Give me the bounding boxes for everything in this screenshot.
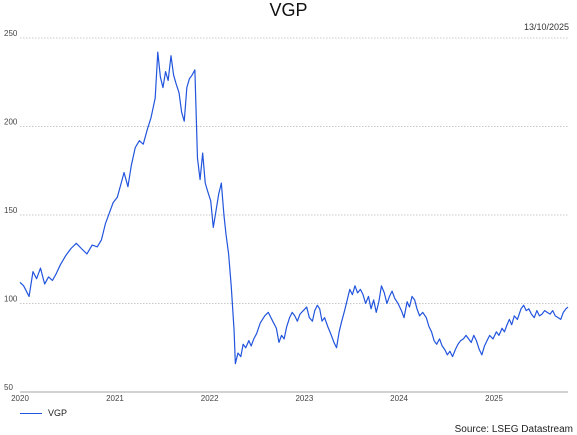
series-layer: [19, 51, 569, 365]
y-tick-label: 50: [4, 383, 13, 392]
x-tick-label: 2022: [201, 394, 219, 403]
source-label: Source: LSEG Datastream: [454, 424, 573, 435]
series-line-0: [19, 51, 569, 365]
legend-swatch: [20, 412, 42, 414]
y-tick-label: 250: [4, 29, 18, 38]
y-tick-label: 100: [4, 295, 18, 304]
date-label: 13/10/2025: [523, 22, 569, 32]
x-tick-label: 2020: [11, 394, 29, 403]
legend: VGP: [20, 408, 67, 418]
y-tick-label: 150: [4, 206, 18, 215]
axis-layer: 50 100 150 200 250 2020 2021 2022 2023 2024 2025: [4, 29, 504, 403]
y-tick-label: 200: [4, 118, 18, 127]
legend-label: VGP: [48, 408, 68, 418]
chart-title: VGP: [269, 0, 308, 20]
x-tick-label: 2021: [106, 394, 124, 403]
grid-layer: [20, 37, 568, 393]
x-tick-label: 2024: [390, 394, 408, 403]
x-tick-label: 2025: [485, 394, 503, 403]
x-tick-label: 2023: [295, 394, 313, 403]
